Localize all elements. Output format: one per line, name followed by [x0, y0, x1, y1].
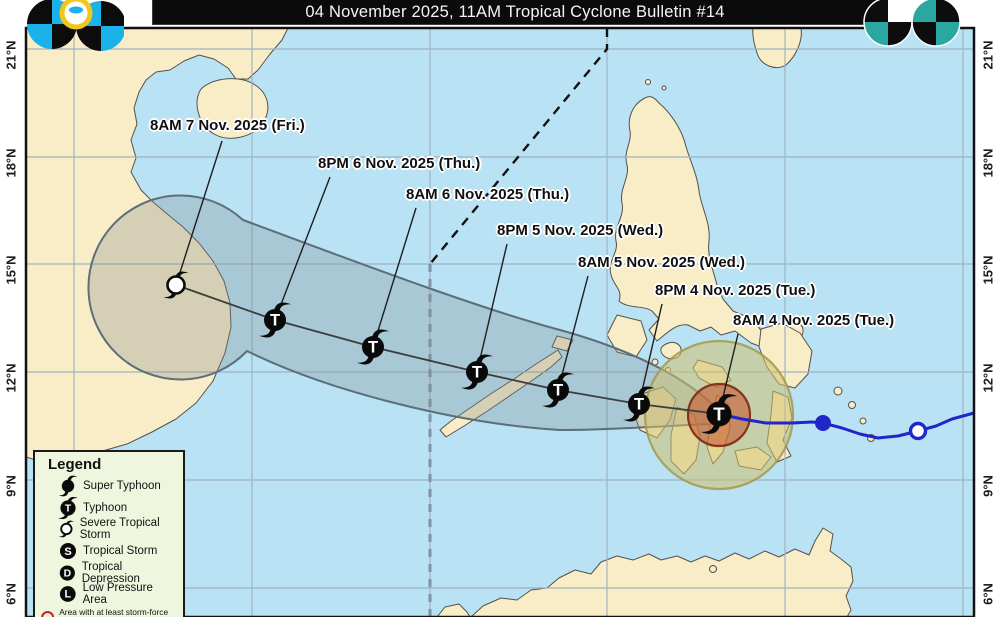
svg-text:S: S: [64, 546, 71, 558]
svg-text:T: T: [472, 364, 482, 382]
low-pressure-area-icon: L: [59, 586, 76, 603]
par-boundary-line: [429, 28, 609, 265]
lat-label-left: 6°N: [3, 583, 19, 605]
legend-item-label: Super Typhoon: [83, 479, 161, 492]
typhoon-symbol: T: [460, 354, 494, 390]
past-track-line: [717, 411, 976, 440]
svg-text:T: T: [713, 403, 725, 424]
typhoon-symbol: T: [356, 329, 390, 365]
track-label: 8PM 4 Nov. 2025 (Tue.): [655, 282, 816, 299]
storm-force-area-icon: [41, 610, 55, 617]
lat-label-right: 12°N: [980, 363, 996, 393]
legend-item-label: Tropical Storm: [83, 544, 158, 557]
cyclone-symbols: T T T T T T: [163, 271, 738, 434]
right-margin: [974, 0, 1000, 617]
severe-tropical-storm-symbol: [163, 271, 189, 299]
track-label: 8AM 5 Nov. 2025 (Wed.): [578, 254, 745, 271]
typhoon-symbol: T: [258, 302, 292, 338]
legend-item-label: Severe Tropical Storm: [79, 517, 160, 542]
asia-mainland-coast: [25, 27, 289, 462]
legend-item: L Low Pressure Area: [40, 582, 178, 607]
babuyan-islet: [645, 79, 651, 85]
label-leader: [638, 303, 663, 405]
track-label: 8AM 4 Nov. 2025 (Tue.): [733, 312, 895, 329]
legend-item: T Typhoon: [40, 496, 178, 519]
taiwan-south: [752, 27, 802, 68]
lat-label-right: 18°N: [980, 148, 996, 178]
camiguin-islet: [709, 565, 717, 573]
tropical-depression-icon: D: [59, 565, 75, 581]
luzon-island: [609, 96, 784, 358]
label-leader: [274, 176, 331, 321]
svg-text:D: D: [64, 568, 72, 579]
past-position-open-dot: [908, 421, 928, 441]
label-leader: [476, 243, 508, 373]
label-leader: [372, 207, 417, 348]
legend-item-label: Typhoon: [83, 501, 128, 514]
track-label: 8PM 5 Nov. 2025 (Wed.): [497, 222, 664, 239]
severe-tropical-storm-icon: [58, 520, 75, 538]
agency-logo-right: [863, 0, 961, 47]
map-frame: [24, 26, 976, 617]
east-islet: [859, 417, 867, 425]
lat-label-right: 6°N: [980, 583, 996, 605]
graticule: [26, 28, 974, 617]
pagasa-logo: [27, 0, 124, 51]
track-label: 8AM 7 Nov. 2025 (Fri.): [150, 117, 305, 134]
east-islet: [848, 401, 856, 409]
zamboanga-islet: [436, 603, 471, 617]
legend-box: Legend Super Typhoon T Typhoon Severe Tropi…: [33, 450, 185, 617]
lat-label-right: 15°N: [980, 255, 996, 285]
babuyan-islet: [661, 85, 667, 91]
svg-text:T: T: [65, 502, 72, 514]
track-label: 8PM 6 Nov. 2025 (Thu.): [318, 155, 481, 172]
lat-label-left: 18°N: [3, 148, 19, 178]
tropical-storm-icon: S: [60, 542, 76, 559]
label-leader: [175, 140, 223, 286]
svg-text:L: L: [64, 589, 71, 601]
typhoon-symbol: T: [541, 372, 575, 408]
hainan-island: [196, 78, 269, 139]
legend-item: D Tropical Depression: [40, 560, 178, 585]
svg-text:T: T: [270, 312, 280, 330]
lat-label-left: 9°N: [3, 475, 19, 497]
past-position-dot: [815, 415, 831, 431]
legend-item: Severe Tropical Storm: [40, 517, 178, 542]
legend-title: Legend: [48, 456, 102, 473]
legend-footnote: Area with at least storm-force winds: [59, 607, 169, 617]
legend-item-label: Tropical Depression: [81, 560, 140, 585]
lat-label-right: 9°N: [980, 475, 996, 497]
svg-text:T: T: [634, 396, 644, 414]
mindanao-island: [470, 527, 854, 617]
legend-item: S Tropical Storm: [40, 540, 178, 562]
track-label: 8AM 6 Nov. 2025 (Thu.): [406, 186, 570, 203]
east-islet: [833, 386, 843, 396]
typhoon-symbol: T: [700, 394, 738, 434]
svg-text:T: T: [553, 382, 563, 400]
lat-label-left: 15°N: [3, 255, 19, 285]
super-typhoon-icon: [58, 475, 78, 497]
svg-text:T: T: [368, 339, 378, 357]
forecast-cone: [87, 194, 718, 432]
legend-item: Super Typhoon: [40, 475, 178, 497]
typhoon-symbol: T: [622, 386, 656, 422]
label-leader: [557, 275, 589, 391]
legend-item-label: Low Pressure Area: [82, 582, 153, 607]
lat-label-left: 21°N: [3, 40, 19, 70]
busuanga-island: [551, 335, 574, 352]
left-margin: [0, 0, 26, 617]
typhoon-icon: T: [57, 496, 79, 519]
legend-footnote-row: Area with at least storm-force winds: [40, 607, 178, 617]
lat-label-right: 21°N: [980, 40, 996, 70]
lat-label-left: 12°N: [3, 363, 19, 393]
bulletin-title: 04 November 2025, 11AM Tropical Cyclone …: [152, 0, 878, 25]
